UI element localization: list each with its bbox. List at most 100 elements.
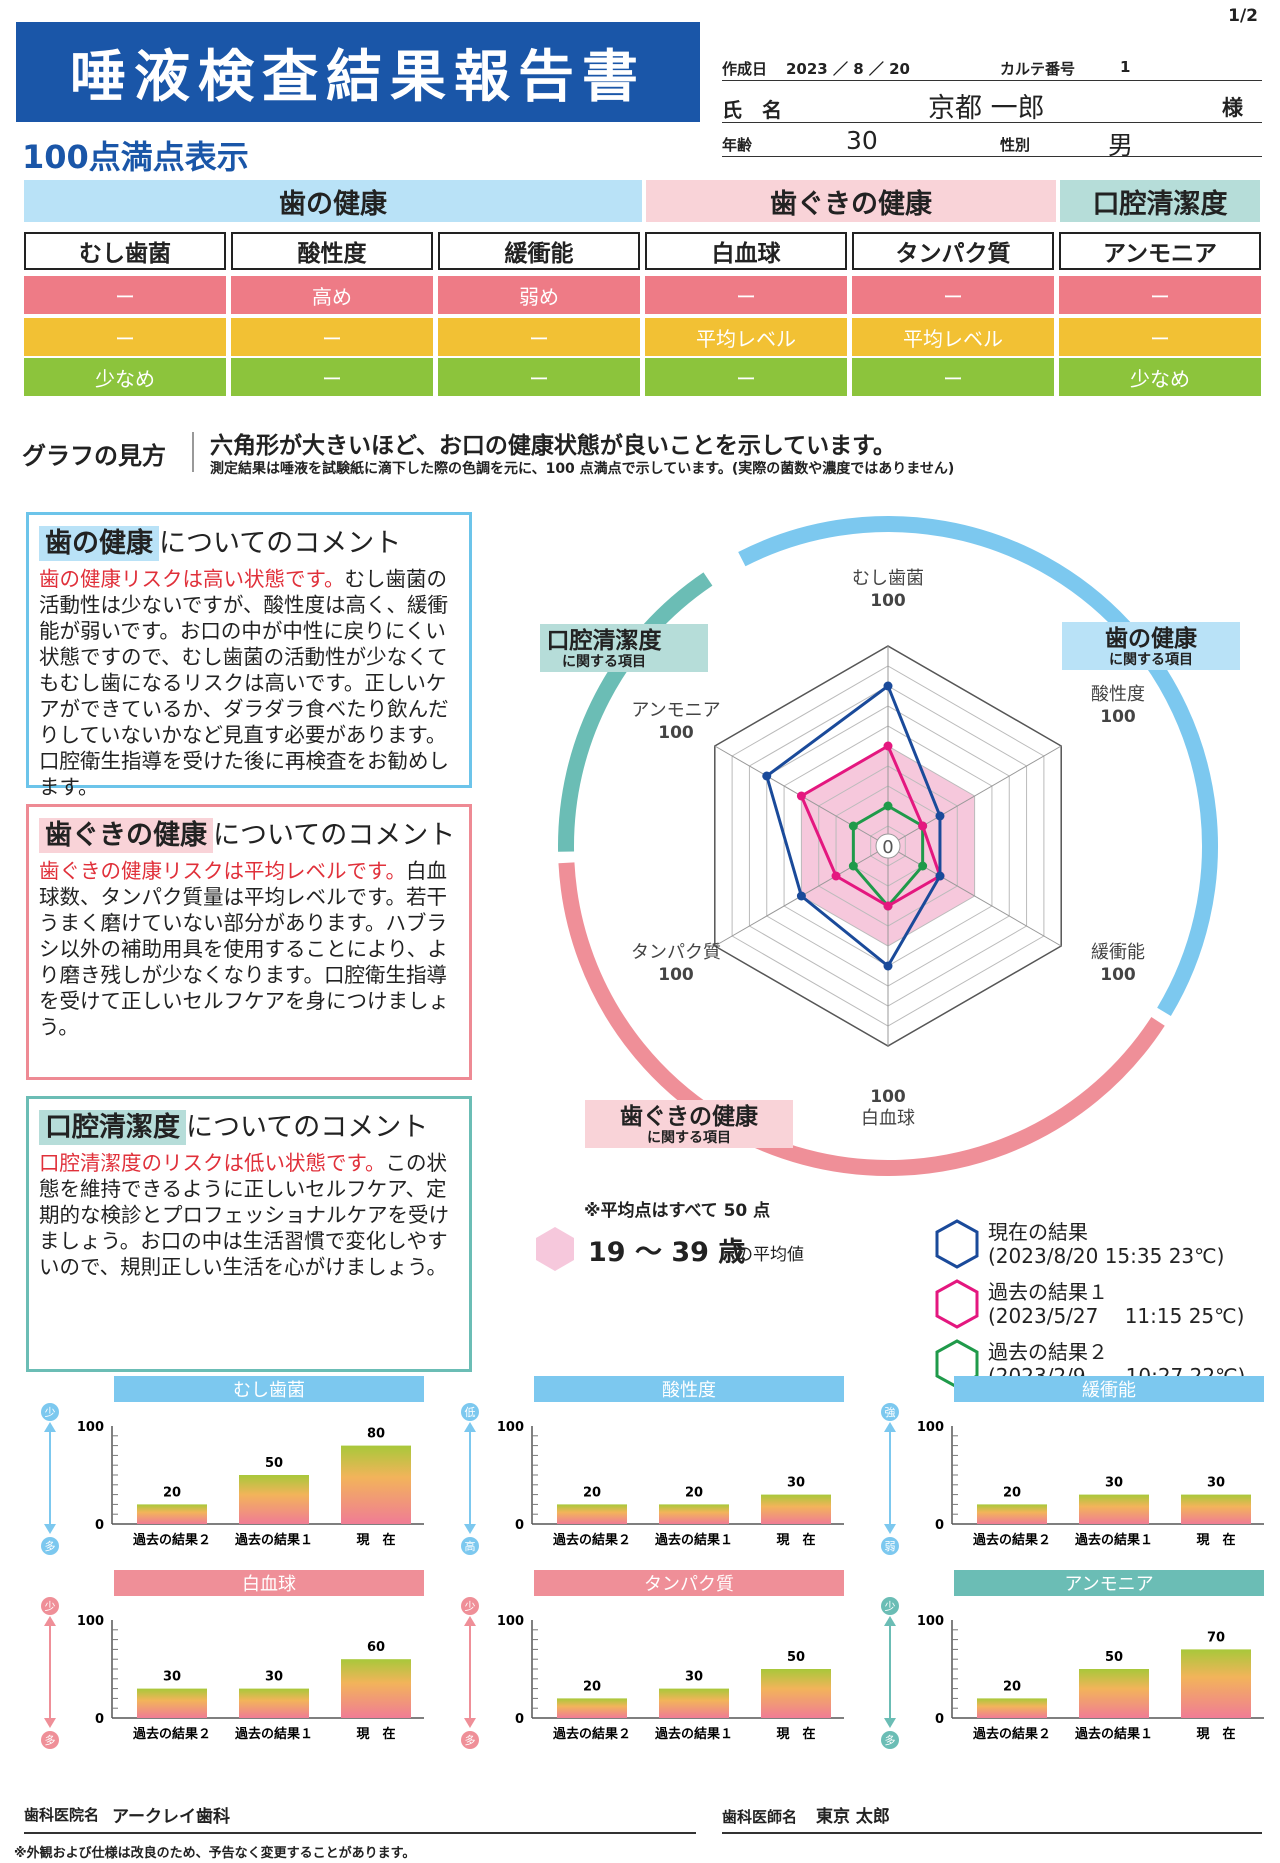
scale-arrow-down-icon [44,1718,56,1728]
bar [659,1504,729,1524]
bar-value-label: 50 [787,1650,805,1665]
radar-axis-max: 100 [870,1087,906,1107]
bar-value-label: 20 [1003,1485,1021,1500]
risk-cell: ー [24,318,226,356]
clinic-label: 歯科医院名 [24,1806,100,1824]
item-header: 酸性度 [231,232,433,270]
radar-point [762,771,772,781]
y-tick-label: 100 [497,1420,524,1435]
howto-heading: グラフの見方 [22,442,166,470]
risk-cell: ー [645,358,847,396]
bar-value-label: 30 [1207,1476,1225,1491]
scale-arrow-down-icon [464,1524,476,1534]
comment-text: この状態を維持できるように正しいセルフケア、定期的な検診とプロフェッショナルケア… [39,1151,449,1279]
scale-top-label: 少 [45,1600,56,1613]
radar-point [883,681,893,691]
bar [137,1504,207,1524]
sex-label: 性別 [1000,136,1031,154]
scale-bottom-badge [41,1731,59,1749]
risk-cell: 少なめ [24,358,226,396]
radar-point [796,891,806,901]
scale-arrow-down-icon [884,1718,896,1728]
radar-spoke [887,745,1062,847]
scale-top-label: 少 [45,1406,56,1419]
bar [977,1698,1047,1718]
bar-chart: 強弱 100 0 20 過去の結果２ 30 過去の結果１ 30 現 在 [881,1403,1264,1555]
radar-axis-max: 100 [658,965,694,985]
category-gum-health: 歯ぐきの健康 [646,180,1056,222]
clinic-name: アークレイ歯科 [112,1807,230,1827]
divider [192,432,194,472]
bar-value-label: 60 [367,1640,385,1655]
ring-label-title: 歯の健康 [1105,625,1198,652]
radar-axis-max: 100 [658,723,694,743]
radar-axis-label: むし歯菌 [852,568,924,589]
ring-label-sub: に関する項目 [562,654,646,670]
divider [722,122,1262,123]
scale-top-badge [881,1597,899,1615]
scale-top-badge [881,1403,899,1421]
item-header: タンパク質 [852,232,1054,270]
risk-cell: ー [231,318,433,356]
created-label: 作成日 [722,60,768,78]
scale-top-label: 低 [465,1406,476,1419]
legend-hexagon-icon [935,1219,979,1269]
bar [659,1688,729,1718]
x-tick-label: 現 在 [776,1726,815,1742]
age-value: 30 [846,126,878,155]
radar-point [883,801,893,811]
radar-axis-label: 緩衝能 [1091,942,1145,963]
comment-tag: 歯の健康 [39,526,159,561]
bar-value-label: 70 [1207,1630,1225,1645]
risk-cell: ー [438,358,640,396]
risk-cell: 少なめ [1059,358,1261,396]
y-tick-label: 0 [515,1712,524,1727]
legend-series-date: (2023/5/27 11:15 25℃) [988,1304,1245,1328]
bar [761,1494,831,1524]
radar-point [935,811,945,821]
risk-cell: 弱め [438,276,640,314]
ring-arc-gum [558,862,1165,1176]
comment-tag: 口腔清潔度 [39,1110,186,1145]
bar-chart: 少多 100 0 20 過去の結果２ 50 過去の結果１ 80 現 在 [41,1403,424,1555]
risk-cell: 平均レベル [645,318,847,356]
scale-arrow-down-icon [44,1524,56,1534]
bar-value-label: 20 [163,1485,181,1500]
karte-value: 1 [1120,58,1131,76]
bar [239,1475,309,1524]
scale-arrow-up-icon [44,1422,56,1432]
x-tick-label: 過去の結果１ [654,1726,733,1742]
bar-value-label: 30 [163,1670,181,1685]
radar-axis-max: 100 [870,591,906,611]
ring-arc-tooth [738,516,1218,1016]
bar-chart: 低高 100 0 20 過去の結果２ 20 過去の結果１ 30 現 在 [461,1403,844,1555]
ring-label-sub: に関する項目 [1109,652,1193,668]
age-label: 年齢 [722,136,753,154]
scale-bottom-label: 多 [45,1539,56,1553]
bar [1181,1649,1251,1718]
divider [722,156,1262,157]
bar-chart: 少多 100 0 30 過去の結果２ 30 過去の結果１ 60 現 在 [41,1597,424,1749]
y-tick-label: 100 [917,1614,944,1629]
bar [341,1445,411,1524]
comment-suffix: についてのコメント [159,528,402,559]
average-note: ※平均点はすべて 50 点 [584,1201,771,1221]
ring-label-box [540,624,708,672]
x-tick-label: 過去の結果２ [132,1532,211,1548]
x-tick-label: 過去の結果２ [552,1532,631,1548]
risk-cell: ー [24,276,226,314]
legend-series-name: 過去の結果２ [988,1340,1108,1364]
scale-top-label: 強 [885,1406,896,1419]
bar-value-label: 20 [1003,1679,1021,1694]
radar-point [848,821,858,831]
bar-value-label: 30 [787,1476,805,1491]
x-tick-label: 現 在 [1196,1726,1235,1742]
scale-top-badge [461,1597,479,1615]
sex-value: 男 [1108,131,1134,160]
category-oral-cleanliness: 口腔清潔度 [1060,180,1260,222]
bar [557,1698,627,1718]
scale-arrow-up-icon [464,1616,476,1626]
y-tick-label: 0 [935,1712,944,1727]
radar-point [848,861,858,871]
doctor-name: 東京 太郎 [816,1807,890,1827]
